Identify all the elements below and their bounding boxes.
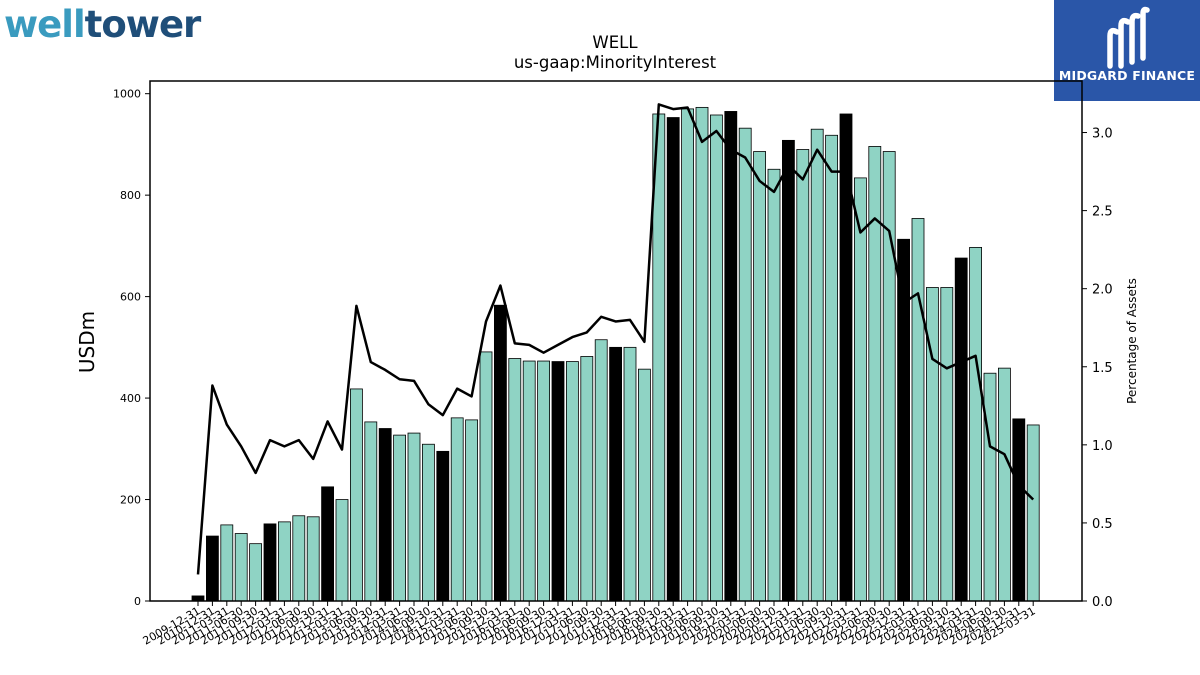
- y2-tick-label: 1.0: [1092, 439, 1113, 454]
- y2-tick-label: 3.0: [1092, 127, 1113, 142]
- bar: [205, 535, 219, 602]
- bar: [393, 434, 407, 602]
- bar: [234, 533, 248, 602]
- y-tick-label: 1000: [113, 88, 141, 101]
- bar: [321, 486, 335, 602]
- bar: [767, 168, 781, 602]
- bar: [263, 523, 277, 602]
- bar: [882, 151, 896, 602]
- bar: [738, 127, 752, 602]
- bar: [421, 443, 435, 602]
- y-tick-label: 600: [120, 291, 141, 304]
- bar: [220, 524, 234, 602]
- bar: [594, 339, 608, 602]
- bar: [450, 417, 464, 602]
- bar: [292, 515, 306, 602]
- bar: [537, 360, 550, 602]
- chart-subtitle: us-gaap:MinorityInterest: [514, 53, 717, 72]
- bar: [954, 257, 968, 602]
- bar: [306, 516, 320, 602]
- bar: [868, 146, 882, 602]
- y-tick-label: 200: [120, 494, 141, 507]
- y2-axis-label: Percentage of Assets: [1125, 278, 1139, 404]
- bar: [969, 246, 982, 602]
- bar: [249, 543, 263, 602]
- bar: [609, 346, 622, 602]
- y2-tick-label: 0.5: [1092, 517, 1113, 532]
- bar: [335, 499, 349, 602]
- bar: [710, 114, 723, 602]
- bar: [551, 361, 565, 602]
- logo-part-well: well: [4, 3, 86, 46]
- line-series-percentage-of-assets: [196, 103, 1035, 575]
- bar: [436, 450, 450, 602]
- bar: [983, 372, 997, 602]
- bar: [580, 356, 594, 602]
- bar: [349, 388, 363, 602]
- bar: [191, 595, 205, 602]
- y-axis-label: USDm: [75, 311, 99, 373]
- bar: [465, 419, 479, 602]
- welltower-logo: welltower: [4, 3, 202, 46]
- watermark-label: MIDGARD FINANCE: [1058, 68, 1196, 83]
- y2-tick-label: 2.5: [1092, 205, 1113, 220]
- bar: [724, 111, 738, 602]
- bar: [1012, 418, 1026, 602]
- bar: [940, 287, 954, 602]
- bar: [493, 304, 507, 602]
- bar: [911, 218, 925, 602]
- y2-tick-label: 2.0: [1092, 283, 1113, 298]
- bar: [1026, 424, 1040, 602]
- bar: [364, 421, 378, 602]
- y-tick-label: 800: [120, 189, 141, 202]
- y2-tick-label: 1.5: [1092, 361, 1113, 376]
- y-tick-label: 400: [120, 392, 141, 405]
- bar: [522, 360, 536, 602]
- midgard-finance-watermark: MIDGARD FINANCE: [1054, 0, 1200, 101]
- bar: [753, 151, 766, 602]
- bar: [695, 106, 709, 602]
- chart-title: WELL: [592, 33, 638, 52]
- bar: [277, 521, 291, 602]
- bar: [566, 361, 579, 602]
- bar: [998, 367, 1011, 602]
- bar: [825, 134, 838, 602]
- bar: [479, 351, 493, 602]
- midgard-logo-icon: [1107, 6, 1150, 69]
- bar: [897, 238, 910, 602]
- bar: [681, 108, 694, 602]
- bar: [638, 368, 651, 602]
- bar: [854, 177, 867, 602]
- bar: [666, 117, 680, 602]
- bar: [796, 149, 810, 602]
- bar: [407, 432, 421, 602]
- bar: [623, 346, 637, 602]
- bar: [810, 128, 824, 602]
- logo-part-tower: tower: [84, 3, 202, 46]
- y-tick-label: 0: [134, 595, 141, 608]
- y2-tick-label: 0.0: [1092, 595, 1113, 610]
- bar: [508, 358, 522, 602]
- bar: [378, 428, 392, 602]
- bar: [782, 139, 795, 602]
